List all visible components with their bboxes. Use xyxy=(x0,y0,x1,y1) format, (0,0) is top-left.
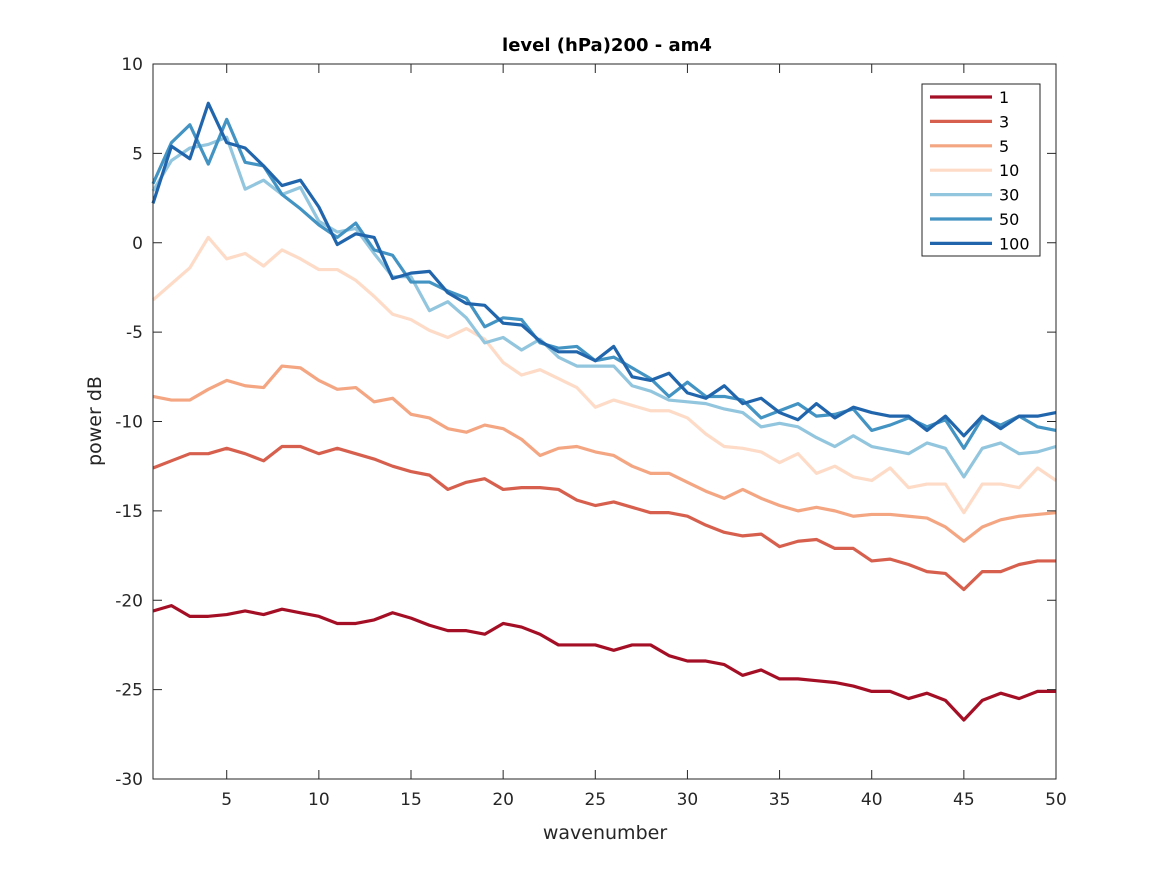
plot-area xyxy=(153,64,1056,779)
y-tick-label: -15 xyxy=(115,502,143,522)
legend-label-100: 100 xyxy=(999,234,1030,253)
legend-label-5: 5 xyxy=(999,137,1009,156)
x-tick-label: 10 xyxy=(308,790,330,810)
y-tick-label: -20 xyxy=(115,591,143,611)
legend: 1 3 5 10 30 50 100 xyxy=(921,83,1041,257)
y-tick-label: -25 xyxy=(115,681,143,701)
series-line-30 xyxy=(151,135,1057,479)
series-line-100 xyxy=(151,101,1057,438)
y-tick-label: 0 xyxy=(132,234,143,254)
y-tick-label: 10 xyxy=(121,55,143,75)
series-line-5 xyxy=(152,364,1057,543)
series-line-50 xyxy=(151,117,1057,450)
x-tick-label: 45 xyxy=(953,790,975,810)
y-tick-label: -5 xyxy=(126,323,143,343)
x-tick-label: 50 xyxy=(1045,790,1067,810)
x-tick-label: 35 xyxy=(769,790,791,810)
series-line-1 xyxy=(152,604,1056,722)
legend-label-50: 50 xyxy=(999,210,1019,229)
series-line-3 xyxy=(152,444,1056,592)
x-tick-label: 25 xyxy=(584,790,606,810)
y-axis-label: power dB xyxy=(84,376,106,466)
x-tick-label: 20 xyxy=(492,790,514,810)
series-line-10 xyxy=(151,235,1057,515)
plot-background xyxy=(153,64,1056,779)
legend-label-10: 10 xyxy=(999,161,1019,180)
x-axis-label: wavenumber xyxy=(543,822,667,844)
y-tick-label: -10 xyxy=(115,413,143,433)
series-layer xyxy=(151,101,1057,722)
x-tick-label: 5 xyxy=(221,790,232,810)
chart-title: level (hPa)200 - am4 xyxy=(502,35,712,56)
y-tick-label: 5 xyxy=(132,144,143,164)
y-tick-label: -30 xyxy=(115,770,143,790)
x-tick-label: 30 xyxy=(677,790,699,810)
x-tick-label: 15 xyxy=(400,790,422,810)
legend-label-1: 1 xyxy=(999,88,1009,107)
legend-label-30: 30 xyxy=(999,186,1019,205)
legend-label-3: 3 xyxy=(999,112,1009,131)
x-tick-label: 40 xyxy=(861,790,883,810)
